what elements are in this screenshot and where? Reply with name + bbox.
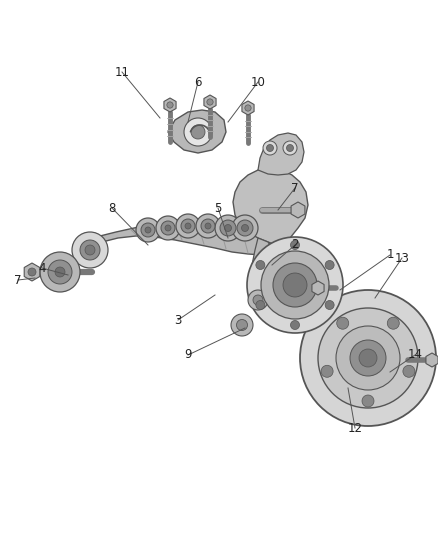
Text: 10: 10 [251, 76, 265, 88]
Text: 7: 7 [14, 273, 22, 287]
Polygon shape [168, 110, 226, 153]
Circle shape [300, 290, 436, 426]
Text: 9: 9 [184, 349, 192, 361]
Circle shape [387, 317, 399, 329]
Circle shape [403, 365, 415, 377]
Polygon shape [24, 263, 40, 281]
Text: 2: 2 [291, 238, 299, 252]
Circle shape [225, 224, 232, 231]
Circle shape [237, 319, 247, 330]
Circle shape [321, 365, 333, 377]
Circle shape [184, 118, 212, 146]
Text: 14: 14 [407, 349, 423, 361]
Text: 13: 13 [395, 252, 410, 264]
Circle shape [196, 214, 220, 238]
Circle shape [283, 141, 297, 155]
Circle shape [263, 141, 277, 155]
Circle shape [72, 232, 108, 268]
Circle shape [141, 223, 155, 237]
Circle shape [55, 267, 65, 277]
Circle shape [325, 301, 334, 310]
Circle shape [205, 223, 211, 229]
Circle shape [156, 216, 180, 240]
Circle shape [286, 144, 293, 151]
Text: 4: 4 [38, 262, 46, 274]
Circle shape [337, 317, 349, 329]
Text: 12: 12 [347, 422, 363, 434]
Circle shape [207, 99, 213, 105]
Circle shape [362, 395, 374, 407]
Circle shape [261, 251, 329, 319]
Polygon shape [426, 353, 438, 367]
Circle shape [28, 268, 36, 276]
Circle shape [40, 252, 80, 292]
Circle shape [201, 219, 215, 233]
Circle shape [336, 326, 400, 390]
Circle shape [145, 227, 151, 233]
Polygon shape [233, 168, 308, 248]
Circle shape [274, 242, 286, 254]
Polygon shape [242, 101, 254, 115]
Text: 5: 5 [214, 201, 222, 214]
Circle shape [350, 340, 386, 376]
Circle shape [318, 308, 418, 408]
Polygon shape [250, 238, 285, 304]
Polygon shape [164, 98, 176, 112]
Circle shape [80, 240, 100, 260]
Circle shape [253, 295, 263, 305]
Circle shape [268, 236, 292, 260]
Circle shape [237, 220, 253, 236]
Circle shape [290, 320, 300, 329]
Circle shape [176, 214, 200, 238]
Polygon shape [291, 202, 305, 218]
Circle shape [215, 215, 241, 241]
Polygon shape [78, 219, 285, 258]
Circle shape [85, 245, 95, 255]
Circle shape [136, 218, 160, 242]
Circle shape [185, 223, 191, 229]
Circle shape [359, 349, 377, 367]
Text: 8: 8 [108, 201, 116, 214]
Text: 6: 6 [194, 76, 202, 88]
Text: 11: 11 [114, 66, 130, 78]
Circle shape [220, 220, 236, 236]
Circle shape [256, 261, 265, 270]
Circle shape [232, 215, 258, 241]
Circle shape [283, 273, 307, 297]
Circle shape [165, 225, 171, 231]
Text: 3: 3 [174, 313, 182, 327]
Circle shape [191, 125, 205, 139]
Circle shape [245, 105, 251, 111]
Text: 1: 1 [386, 248, 394, 262]
Circle shape [273, 263, 317, 307]
Polygon shape [204, 95, 216, 109]
Circle shape [161, 221, 175, 235]
Circle shape [247, 237, 343, 333]
Text: 7: 7 [291, 182, 299, 195]
Circle shape [231, 314, 253, 336]
Circle shape [48, 260, 72, 284]
Circle shape [181, 219, 195, 233]
Circle shape [248, 290, 268, 310]
Circle shape [256, 301, 265, 310]
Circle shape [325, 261, 334, 270]
Polygon shape [258, 133, 304, 175]
Circle shape [241, 224, 248, 231]
Circle shape [167, 102, 173, 108]
Circle shape [290, 240, 300, 249]
Circle shape [266, 144, 273, 151]
Polygon shape [312, 281, 324, 295]
